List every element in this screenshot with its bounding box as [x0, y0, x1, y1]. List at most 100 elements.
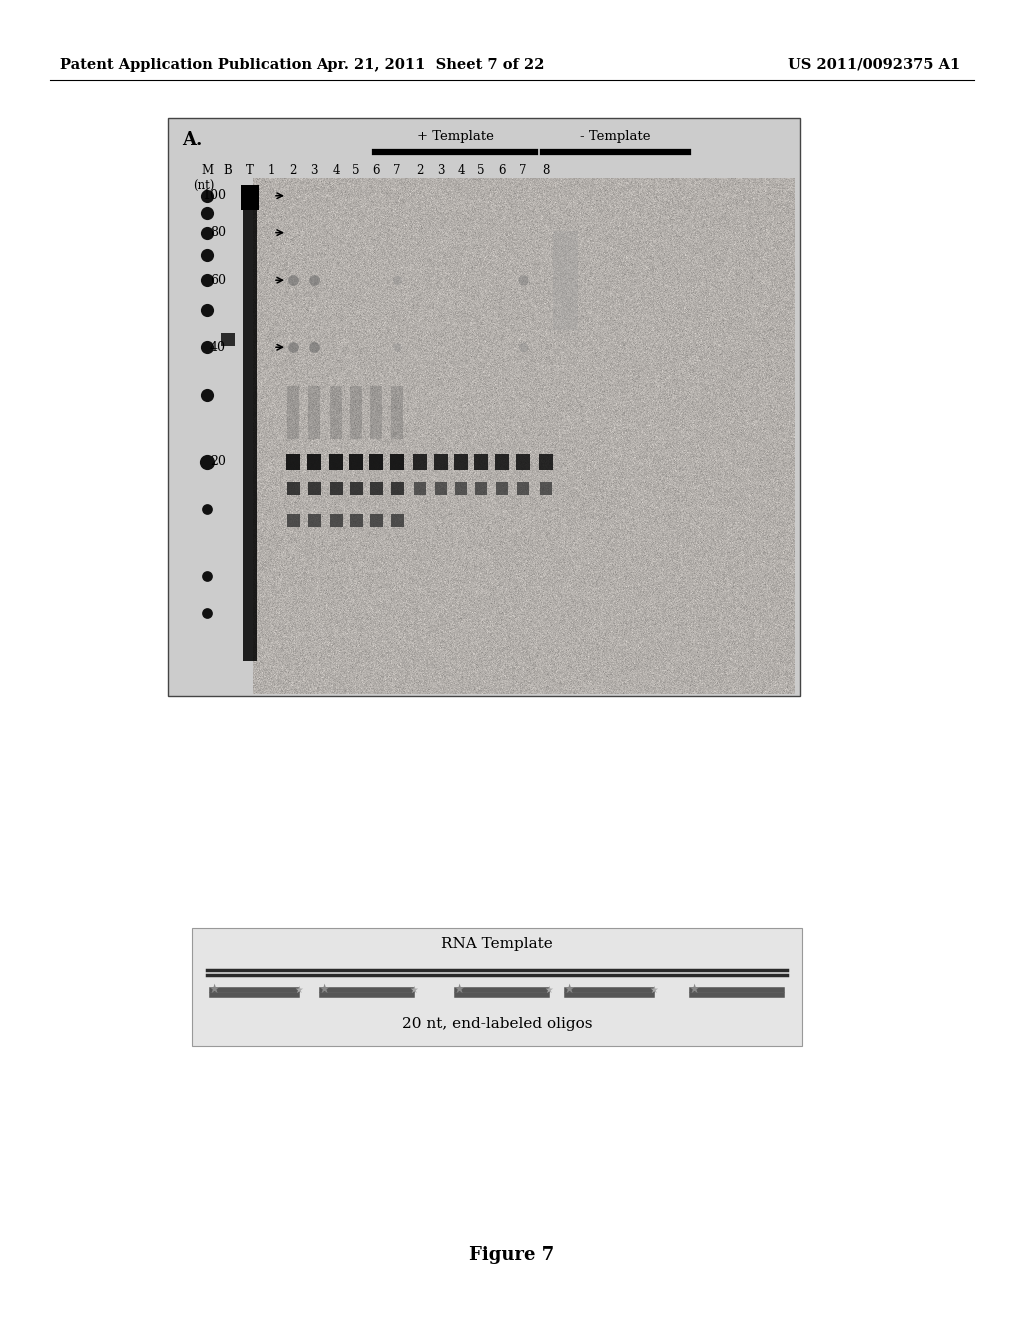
Text: ★: ★: [295, 985, 303, 995]
Bar: [330, 482, 342, 495]
Text: B: B: [223, 165, 232, 177]
Text: ★: ★: [318, 982, 330, 995]
Bar: [349, 482, 362, 495]
Bar: [307, 454, 321, 470]
Bar: [307, 515, 321, 527]
Text: ★: ★: [563, 982, 574, 995]
Point: [285, 337, 301, 358]
Point: [306, 337, 323, 358]
Bar: [539, 454, 553, 470]
Bar: [516, 454, 530, 470]
Text: 3: 3: [310, 165, 317, 177]
Text: 7: 7: [393, 165, 400, 177]
Bar: [329, 454, 343, 470]
Text: 6: 6: [373, 165, 380, 177]
Bar: [391, 385, 403, 438]
Text: 3: 3: [437, 165, 444, 177]
Text: ★: ★: [454, 982, 465, 995]
Bar: [390, 482, 403, 495]
Text: Apr. 21, 2011  Sheet 7 of 22: Apr. 21, 2011 Sheet 7 of 22: [315, 58, 544, 73]
Text: - Template: - Template: [581, 129, 650, 143]
Text: ★: ★: [545, 985, 553, 995]
Bar: [349, 454, 362, 470]
Bar: [370, 515, 383, 527]
Text: ★: ★: [208, 982, 219, 995]
Text: 60: 60: [210, 273, 226, 286]
Bar: [168, 117, 800, 696]
Bar: [308, 385, 319, 438]
Text: Figure 7: Figure 7: [469, 1246, 555, 1265]
Bar: [496, 482, 508, 495]
Bar: [287, 482, 299, 495]
Text: 5: 5: [352, 165, 359, 177]
Point: [199, 244, 215, 265]
Bar: [243, 185, 257, 661]
Bar: [390, 454, 404, 470]
Text: (nt): (nt): [193, 180, 214, 193]
Text: 4: 4: [332, 165, 340, 177]
Point: [515, 337, 531, 358]
Bar: [369, 454, 383, 470]
Bar: [349, 515, 362, 527]
Bar: [330, 385, 342, 438]
Text: + Template: + Template: [417, 129, 494, 143]
Point: [285, 269, 301, 290]
Bar: [475, 482, 487, 495]
Text: 80: 80: [210, 226, 226, 239]
Text: ★: ★: [688, 982, 699, 995]
Text: T: T: [246, 165, 254, 177]
Bar: [287, 515, 299, 527]
Bar: [370, 385, 382, 438]
Bar: [540, 482, 552, 495]
Point: [199, 499, 215, 520]
Bar: [390, 515, 403, 527]
Point: [199, 185, 215, 206]
Text: US 2011/0092375 A1: US 2011/0092375 A1: [787, 58, 961, 73]
Text: A.: A.: [182, 131, 203, 149]
Bar: [241, 185, 259, 210]
Point: [515, 269, 531, 290]
Point: [199, 337, 215, 358]
Bar: [413, 454, 427, 470]
Bar: [287, 385, 299, 438]
Bar: [193, 928, 802, 1045]
Bar: [370, 482, 383, 495]
Text: ★: ★: [649, 985, 658, 995]
Point: [389, 337, 406, 358]
Text: M: M: [201, 165, 213, 177]
Text: 5: 5: [477, 165, 484, 177]
Text: 8: 8: [543, 165, 550, 177]
Bar: [350, 385, 362, 438]
Point: [389, 269, 406, 290]
Text: 2: 2: [290, 165, 297, 177]
Text: 7: 7: [519, 165, 526, 177]
Bar: [414, 482, 426, 495]
Text: 100: 100: [202, 189, 226, 202]
Point: [199, 202, 215, 223]
Point: [199, 603, 215, 624]
Bar: [455, 482, 467, 495]
Bar: [307, 482, 321, 495]
Bar: [434, 454, 449, 470]
Bar: [221, 333, 234, 346]
Bar: [435, 482, 447, 495]
Text: 40: 40: [210, 341, 226, 354]
Text: ★: ★: [410, 985, 419, 995]
Text: 4: 4: [458, 165, 465, 177]
Bar: [495, 454, 509, 470]
Text: 6: 6: [499, 165, 506, 177]
Point: [306, 269, 323, 290]
Bar: [286, 454, 300, 470]
Text: 2: 2: [417, 165, 424, 177]
Text: 20 nt, end-labeled oligos: 20 nt, end-labeled oligos: [401, 1016, 592, 1031]
Bar: [517, 482, 529, 495]
Bar: [474, 454, 488, 470]
Point: [199, 222, 215, 243]
Point: [199, 384, 215, 405]
Text: 20: 20: [210, 455, 226, 469]
Point: [199, 269, 215, 290]
Bar: [330, 515, 342, 527]
Point: [199, 566, 215, 587]
Text: Patent Application Publication: Patent Application Publication: [60, 58, 312, 73]
Text: 1: 1: [267, 165, 274, 177]
